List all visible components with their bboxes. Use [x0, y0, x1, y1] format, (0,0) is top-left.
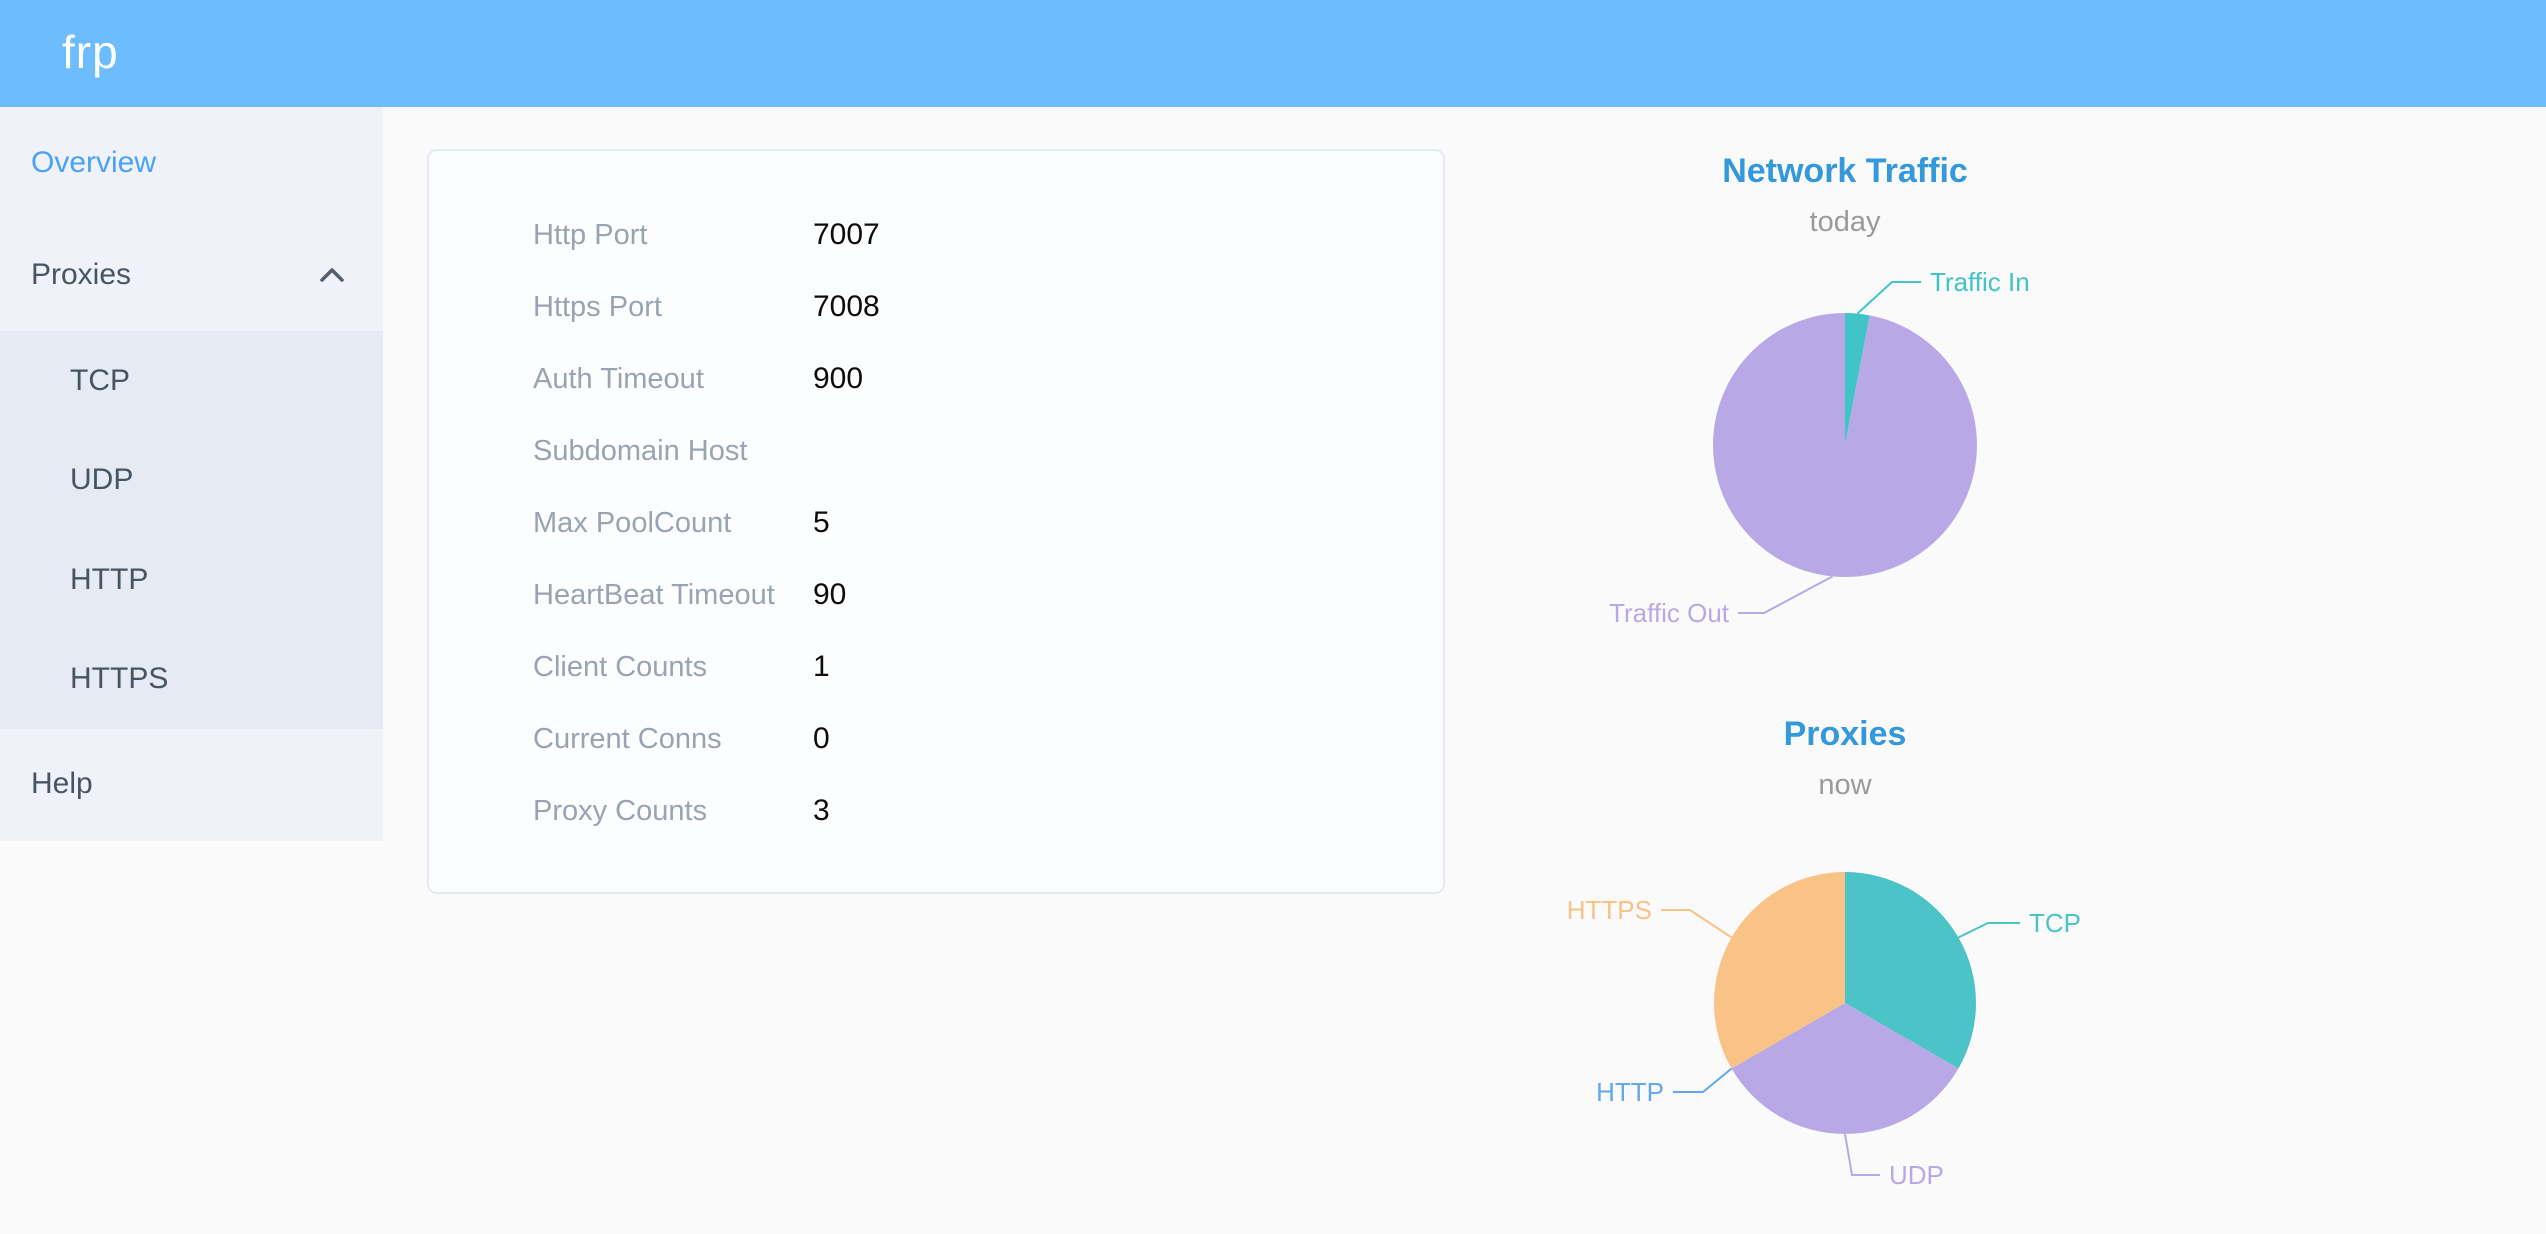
info-label: Http Port — [533, 218, 648, 251]
proxies-submenu: TCP UDP HTTP HTTPS — [0, 331, 383, 729]
info-row-max-poolcount: Max PoolCount 5 — [429, 487, 1443, 559]
sidebar-item-tcp[interactable]: TCP — [70, 363, 130, 397]
info-label: Client Counts — [533, 650, 708, 683]
proxies-title: Proxies — [1783, 715, 1907, 753]
pie-label-traffic-out: Traffic Out — [1609, 598, 1730, 628]
info-row-current-conns: Current Conns 0 — [429, 703, 1443, 775]
info-row-subdomain-host: Subdomain Host — [429, 415, 1443, 487]
sidebar-item-proxies[interactable]: Proxies — [0, 219, 383, 331]
server-info-card: Http Port 7007 Https Port 7008 Auth Time… — [427, 149, 1445, 894]
frp-logo: frp — [62, 25, 119, 78]
sidebar-item-overview[interactable]: Overview — [0, 107, 383, 219]
app-header: frp — [0, 0, 2546, 107]
info-label: Proxy Counts — [533, 794, 708, 827]
info-value: 7007 — [813, 218, 880, 251]
info-row-auth-timeout: Auth Timeout 900 — [429, 343, 1443, 415]
info-value: 1 — [813, 650, 830, 683]
info-row-heartbeat-timeout: HeartBeat Timeout 90 — [429, 559, 1443, 631]
network-traffic-pie: Traffic In Traffic Out — [1609, 267, 2030, 628]
pie-label-http: HTTP — [1596, 1077, 1664, 1107]
pie-slice-traffic-in[interactable] — [1845, 313, 1870, 445]
pie-slice-tcp[interactable] — [1845, 872, 1977, 1069]
proxies-subtitle: now — [1818, 769, 1872, 801]
pie-label-line-udp — [1844, 1133, 1880, 1176]
sidebar-item-help[interactable]: Help — [0, 729, 383, 839]
chevron-up-icon — [319, 267, 345, 283]
info-label: Auth Timeout — [533, 362, 704, 395]
sidebar-item-https[interactable]: HTTPS — [70, 662, 169, 696]
info-label: Subdomain Host — [533, 434, 748, 467]
sidebar-item-label: Proxies — [31, 258, 132, 291]
sidebar-item-http[interactable]: HTTP — [70, 562, 149, 596]
pie-label-line-traffic-in — [1856, 281, 1921, 315]
sidebar-item-udp[interactable]: UDP — [70, 463, 134, 497]
pie-label-https: HTTPS — [1567, 895, 1652, 925]
info-value: 90 — [813, 578, 847, 611]
info-row-https-port: Https Port 7008 — [429, 271, 1443, 343]
pie-slice-udp[interactable] — [1731, 1003, 1959, 1135]
info-label: Current Conns — [533, 722, 722, 755]
info-value: 5 — [813, 506, 830, 539]
sidebar-item-label: Help — [31, 767, 93, 800]
proxies-pie: TCP UDP HTTP HTTPS — [1567, 872, 2081, 1190]
sidebar: Overview Proxies TCP UDP HTTP HTTPS Help — [0, 107, 383, 841]
pie-label-traffic-in: Traffic In — [1930, 267, 2030, 297]
sidebar-item-label: Overview — [31, 146, 157, 179]
info-value: 0 — [813, 722, 830, 755]
info-value: 7008 — [813, 290, 880, 323]
pie-label-line-traffic-out — [1738, 575, 1834, 614]
pie-label-line-http — [1673, 1067, 1733, 1093]
info-label: Max PoolCount — [533, 506, 732, 539]
info-label: HeartBeat Timeout — [533, 578, 775, 611]
pie-slice-traffic-out[interactable] — [1712, 313, 1977, 577]
pie-label-tcp: TCP — [2029, 908, 2081, 938]
pie-label-line-https — [1661, 909, 1733, 939]
network-traffic-title: Network Traffic — [1722, 152, 1968, 190]
pie-label-line-tcp — [1957, 922, 2020, 939]
info-value: 3 — [813, 794, 830, 827]
info-row-http-port: Http Port 7007 — [429, 199, 1443, 271]
info-label: Https Port — [533, 290, 662, 323]
pie-label-udp: UDP — [1889, 1160, 1944, 1190]
info-value: 900 — [813, 362, 864, 395]
network-traffic-subtitle: today — [1809, 206, 1881, 238]
pie-slice-https[interactable] — [1713, 872, 1845, 1069]
info-row-client-counts: Client Counts 1 — [429, 631, 1443, 703]
info-row-proxy-counts: Proxy Counts 3 — [429, 775, 1443, 847]
